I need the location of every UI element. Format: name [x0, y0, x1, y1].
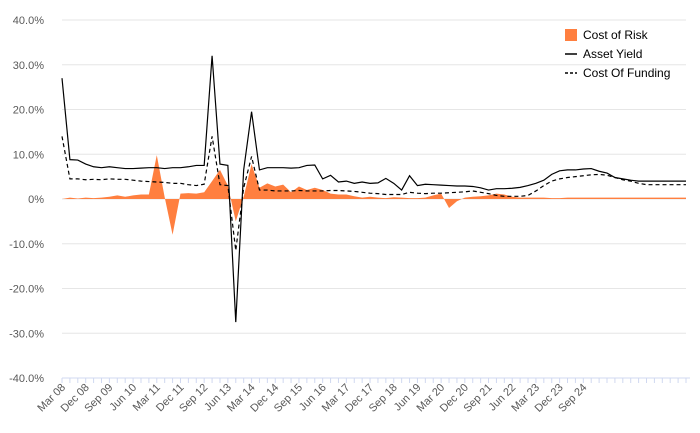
cost-of-risk-area	[62, 155, 686, 235]
y-tick-label: -20.0%	[9, 284, 44, 296]
y-tick-label: 10.0%	[13, 149, 44, 161]
y-tick-label: 0%	[28, 194, 44, 206]
y-tick-label: -10.0%	[9, 239, 44, 251]
y-tick-label: -40.0%	[9, 373, 44, 385]
cost-of-risk-area-layer	[62, 155, 686, 235]
y-tick-label: 40.0%	[13, 15, 44, 27]
y-tick-label: -30.0%	[9, 328, 44, 340]
line-series-layer	[61, 55, 686, 323]
legend-swatch-cost-of-risk	[565, 29, 577, 41]
legend: Cost of Risk Asset Yield Cost Of Funding	[565, 28, 670, 80]
cost-of-funding-line	[61, 136, 686, 251]
x-axis	[61, 377, 690, 383]
legend-label-cost-of-risk: Cost of Risk	[583, 28, 649, 42]
y-axis-tick-labels: 40.0% 30.0% 20.0% 10.0% 0% -10.0% -20.0% -30.0%…	[9, 15, 44, 385]
y-tick-label: 30.0%	[13, 60, 44, 72]
y-tick-label: 20.0%	[13, 105, 44, 117]
legend-label-cost-of-funding: Cost Of Funding	[583, 66, 670, 80]
asset-yield-line	[61, 55, 686, 323]
legend-label-asset-yield: Asset Yield	[583, 47, 642, 61]
